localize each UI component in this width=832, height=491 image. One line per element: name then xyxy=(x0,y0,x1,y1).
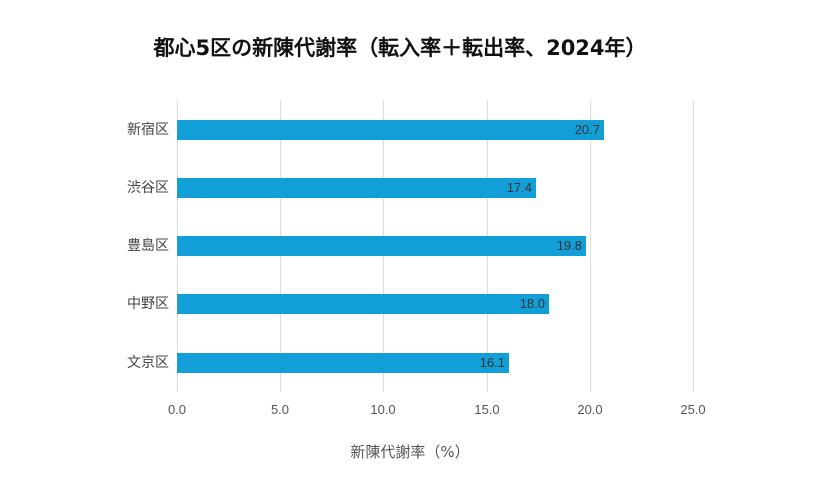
category-label: 新宿区 xyxy=(127,122,169,138)
bar: 16.1 xyxy=(177,353,509,373)
x-tick-label: 25.0 xyxy=(680,402,706,417)
gridline xyxy=(693,100,694,392)
x-tick-label: 10.0 xyxy=(370,402,396,417)
bar-value-label: 16.1 xyxy=(479,355,505,370)
x-axis-title: 新陳代謝率（%） xyxy=(350,443,470,461)
gridline xyxy=(590,100,591,392)
chart-title: 都心5区の新陳代謝率（転入率＋転出率、2024年） xyxy=(153,36,647,60)
category-label: 豊島区 xyxy=(127,238,169,254)
x-tick-label: 15.0 xyxy=(474,402,500,417)
x-tick-label: 0.0 xyxy=(167,402,187,417)
bar-value-label: 17.4 xyxy=(506,180,532,195)
bar-value-label: 18.0 xyxy=(519,296,545,311)
bar: 17.4 xyxy=(177,178,536,198)
category-label: 渋谷区 xyxy=(127,180,169,196)
plot-area: 20.7 17.4 19.8 18.0 16.1 xyxy=(177,100,694,392)
bar-value-label: 20.7 xyxy=(574,122,600,137)
bar-value-label: 19.8 xyxy=(556,238,582,253)
x-tick-label: 20.0 xyxy=(577,402,603,417)
bar: 19.8 xyxy=(177,236,586,256)
category-label: 文京区 xyxy=(127,355,169,371)
category-label: 中野区 xyxy=(127,296,169,312)
bar: 20.7 xyxy=(177,120,604,140)
bar: 18.0 xyxy=(177,294,549,314)
x-tick-label: 5.0 xyxy=(270,402,290,417)
